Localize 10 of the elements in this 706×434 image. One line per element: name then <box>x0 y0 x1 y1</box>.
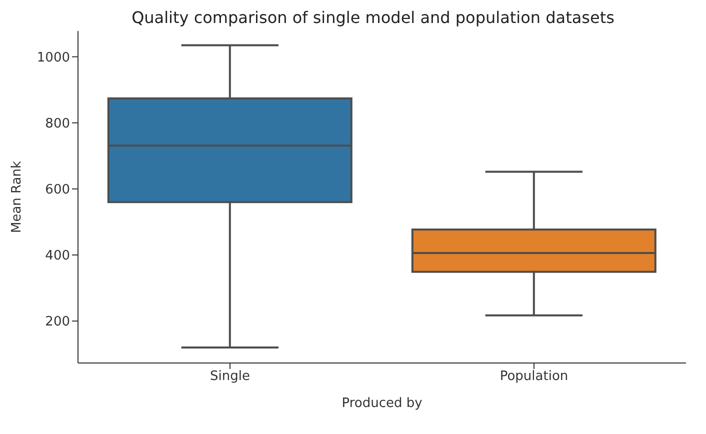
x-axis-title: Produced by <box>342 396 423 411</box>
y-tick-label: 600 <box>45 182 70 198</box>
y-tick-label: 1000 <box>36 50 70 66</box>
y-tick-label: 200 <box>45 314 70 330</box>
chart-title: Quality comparison of single model and population datasets <box>130 8 616 27</box>
x-tick-label: Single <box>210 369 250 384</box>
y-tick-label: 400 <box>45 248 70 264</box>
y-axis-title: Mean Rank <box>10 160 25 234</box>
y-tick-label: 800 <box>45 116 70 132</box>
x-tick-label: Population <box>500 369 568 384</box>
